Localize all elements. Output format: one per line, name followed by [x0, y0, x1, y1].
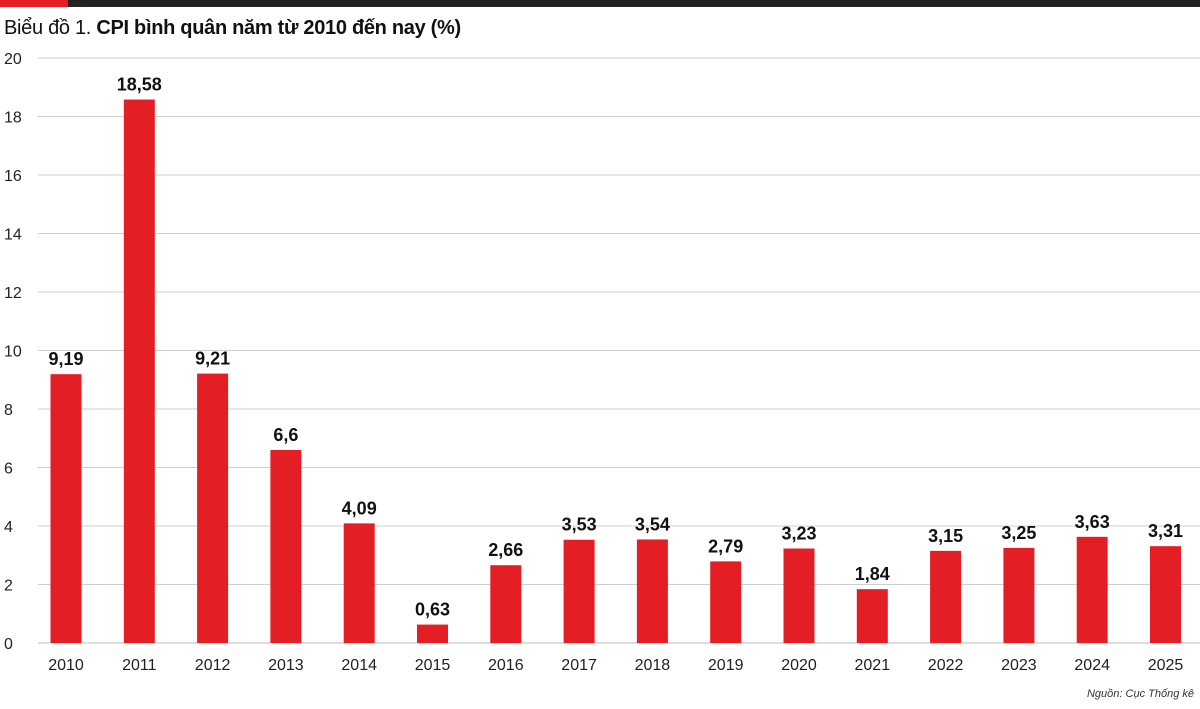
y-tick-label: 16 [4, 168, 22, 185]
data-label: 3,23 [781, 524, 816, 544]
chart-title-prefix: Biểu đồ 1. [4, 17, 97, 39]
data-label: 3,53 [562, 515, 597, 535]
data-label: 4,09 [342, 498, 377, 518]
data-label: 3,25 [1001, 523, 1036, 543]
bar [123, 99, 155, 643]
data-label: 0,63 [415, 600, 450, 620]
bar [270, 449, 302, 643]
x-tick-label: 2015 [415, 657, 451, 674]
data-label: 3,54 [635, 514, 670, 534]
top-bar [0, 0, 1200, 7]
x-tick-label: 2024 [1074, 657, 1110, 674]
source-note: Nguồn: Cục Thống kê [1086, 688, 1194, 700]
data-label: 9,21 [195, 349, 230, 369]
x-tick-label: 2013 [268, 657, 304, 674]
chart-title: Biểu đồ 1. CPI bình quân năm từ 2010 đến… [4, 17, 461, 40]
bar [1076, 536, 1108, 643]
data-label: 9,19 [48, 349, 83, 369]
bar [783, 548, 815, 643]
bar [1003, 547, 1035, 643]
x-tick-label: 2012 [195, 657, 231, 674]
x-tick-label: 2022 [928, 657, 964, 674]
bar [343, 523, 375, 643]
y-tick-label: 6 [4, 461, 13, 478]
data-label: 2,79 [708, 536, 743, 556]
bar [636, 539, 668, 643]
y-tick-label: 2 [4, 578, 13, 595]
data-label: 18,58 [117, 75, 162, 95]
x-tick-label: 2011 [122, 657, 157, 674]
x-tick-label: 2018 [635, 657, 671, 674]
top-bar-accent [0, 0, 68, 7]
x-tick-label: 2016 [488, 657, 524, 674]
bar [197, 373, 229, 643]
y-tick-label: 20 [4, 51, 22, 68]
bar [930, 550, 962, 643]
y-tick-label: 8 [4, 402, 13, 419]
x-tick-label: 2014 [341, 657, 377, 674]
y-tick-label: 0 [4, 636, 13, 653]
y-tick-label: 4 [4, 519, 13, 536]
bar [856, 589, 888, 643]
x-tick-label: 2025 [1148, 657, 1184, 674]
data-label: 3,31 [1148, 521, 1183, 541]
x-tick-label: 2020 [781, 657, 817, 674]
y-tick-label: 18 [4, 110, 22, 127]
x-tick-label: 2019 [708, 657, 744, 674]
y-tick-label: 10 [4, 344, 22, 361]
data-label: 3,63 [1075, 512, 1110, 532]
bar [490, 565, 522, 643]
x-tick-label: 2023 [1001, 657, 1037, 674]
bar [563, 539, 595, 643]
data-label: 2,66 [488, 540, 523, 560]
x-tick-label: 2021 [855, 657, 891, 674]
x-tick-label: 2017 [561, 657, 597, 674]
x-tick-label: 2010 [48, 657, 84, 674]
y-tick-label: 12 [4, 285, 22, 302]
bar [50, 374, 82, 643]
bar [710, 561, 742, 643]
bar [417, 624, 448, 643]
data-label: 3,15 [928, 526, 963, 546]
data-label: 6,6 [273, 425, 298, 445]
chart-title-main: CPI bình quân năm từ 2010 đến nay (%) [96, 17, 461, 39]
y-tick-label: 14 [4, 227, 22, 244]
bar [1150, 546, 1181, 643]
data-label: 1,84 [855, 564, 890, 584]
